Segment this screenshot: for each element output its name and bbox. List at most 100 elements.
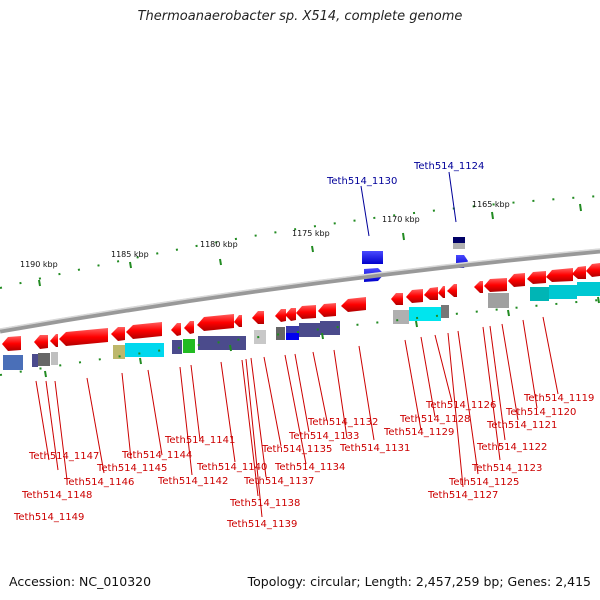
gene-arrow[interactable] <box>171 323 181 336</box>
cog-box[interactable] <box>172 340 182 354</box>
gene-label[interactable]: Teth514_1148 <box>21 490 92 501</box>
gene-label[interactable]: Teth514_1138 <box>229 498 300 509</box>
gene-arrow[interactable] <box>341 297 366 312</box>
gene-arrow[interactable] <box>508 273 525 287</box>
scale-tick <box>491 211 494 220</box>
gene-label[interactable]: Teth514_1124 <box>413 161 484 172</box>
gene-arrow[interactable] <box>362 251 383 264</box>
gene-arrow[interactable] <box>59 328 108 346</box>
gene-arrow[interactable] <box>34 335 48 349</box>
gene-label[interactable]: Teth514_1135 <box>261 444 332 455</box>
cog-box[interactable] <box>320 321 340 335</box>
cog-box[interactable] <box>577 282 600 296</box>
gene-label[interactable]: Teth514_1133 <box>288 431 359 442</box>
gene-arrow[interactable] <box>184 321 194 334</box>
gene-arrow[interactable] <box>391 293 403 305</box>
cog-box[interactable] <box>441 305 449 318</box>
cog-box[interactable] <box>393 310 409 324</box>
cog-box[interactable] <box>3 355 23 370</box>
inner-dotted-arc <box>0 296 600 378</box>
genome-title: Thermoanaerobacter sp. X514, complete ge… <box>137 9 463 24</box>
gene-label[interactable]: Teth514_1131 <box>339 443 410 454</box>
scale-tick <box>311 245 314 253</box>
gene-label[interactable]: Teth514_1122 <box>476 442 547 453</box>
gene-arrow[interactable] <box>546 268 573 282</box>
gene-arrow[interactable] <box>438 286 445 298</box>
gene-label[interactable]: Teth514_1132 <box>307 417 378 428</box>
gene-label[interactable]: Teth514_1149 <box>13 512 84 523</box>
gene-label[interactable]: Teth514_1134 <box>274 462 345 473</box>
scale-tick <box>219 258 222 266</box>
scale-label: 1170 kbp <box>382 215 420 224</box>
gene-label[interactable]: Teth514_1129 <box>383 427 454 438</box>
gene-arrow[interactable] <box>285 308 296 321</box>
gene-label[interactable]: Teth514_1139 <box>226 519 297 530</box>
cog-box[interactable] <box>530 287 549 301</box>
gene-arrow[interactable] <box>275 309 286 322</box>
gene-arrow[interactable] <box>586 263 600 277</box>
gene-arrow[interactable] <box>197 314 234 331</box>
gene-arrow[interactable] <box>318 303 336 317</box>
gene-label[interactable]: Teth514_1126 <box>425 400 496 411</box>
gene-label[interactable]: Teth514_1145 <box>96 463 167 474</box>
gene-arrow[interactable] <box>484 278 507 292</box>
cog-box[interactable] <box>38 353 50 366</box>
gene-label[interactable]: Teth514_1146 <box>63 477 134 488</box>
gene-label[interactable]: Teth514_1125 <box>448 477 519 488</box>
scale-label: 1165 kbp <box>472 200 510 209</box>
genome-summary-text: Topology: circular; Length: 2,457,259 bp… <box>247 574 591 589</box>
gene-label[interactable]: Teth514_1141 <box>164 435 235 446</box>
gene-arrow[interactable] <box>50 334 58 347</box>
gene-arrow[interactable] <box>234 315 242 327</box>
gene-label[interactable]: Teth514_1147 <box>28 451 99 462</box>
gene-arrow[interactable] <box>296 305 316 319</box>
scale-tick <box>579 203 582 212</box>
leader-line <box>360 185 370 237</box>
cog-box[interactable] <box>32 354 38 367</box>
leader-lines <box>35 316 559 518</box>
gene-label[interactable]: Teth514_1123 <box>471 463 542 474</box>
cog-box[interactable] <box>549 285 577 299</box>
gene-arrow[interactable] <box>406 289 423 303</box>
gene-arrow[interactable] <box>572 266 586 279</box>
gene-arrow[interactable] <box>527 271 546 284</box>
cog-box[interactable] <box>198 336 246 350</box>
gene-label[interactable]: Teth514_1140 <box>196 462 267 473</box>
gene-label[interactable]: Teth514_1130 <box>326 176 397 187</box>
gene-arrow[interactable] <box>252 311 264 324</box>
gene-label[interactable]: Teth514_1120 <box>505 407 576 418</box>
genome-backbone <box>0 248 600 334</box>
gene-arrow[interactable] <box>447 284 457 297</box>
scale-label: 1180 kbp <box>200 240 238 249</box>
gene-arrow[interactable] <box>2 336 21 351</box>
gene-label[interactable]: Teth514_1142 <box>157 476 228 487</box>
gene-label[interactable]: Teth514_1121 <box>486 420 557 431</box>
cog-box[interactable] <box>286 333 299 340</box>
scale-tick <box>38 279 41 287</box>
cog-box[interactable] <box>183 339 195 353</box>
gene-arrow[interactable] <box>126 322 162 339</box>
gene-label[interactable]: Teth514_1119 <box>523 393 594 404</box>
gene-label[interactable]: Teth514_1128 <box>399 414 470 425</box>
gene-arrow[interactable] <box>453 237 465 243</box>
cog-box[interactable] <box>254 330 266 344</box>
gene-label[interactable]: Teth514_1137 <box>243 476 314 487</box>
cog-box[interactable] <box>488 293 509 308</box>
cog-box[interactable] <box>51 352 58 365</box>
gene-arrow[interactable] <box>424 287 438 300</box>
cog-boxes <box>3 282 600 370</box>
cog-box[interactable] <box>113 345 125 359</box>
bottom-strand-genes <box>2 263 600 351</box>
gene-arrow[interactable] <box>474 281 483 293</box>
cog-box[interactable] <box>125 343 164 357</box>
scale-label: 1190 kbp <box>20 260 58 269</box>
accession-text: Accession: NC_010320 <box>9 574 152 589</box>
gene-arrow[interactable] <box>111 327 125 341</box>
cog-box[interactable] <box>299 323 320 337</box>
gene-label[interactable]: Teth514_1144 <box>121 450 192 461</box>
gene-arrow[interactable] <box>453 243 465 249</box>
cog-box[interactable] <box>276 327 285 340</box>
gene-label[interactable]: Teth514_1127 <box>427 490 498 501</box>
cog-box[interactable] <box>409 307 441 321</box>
